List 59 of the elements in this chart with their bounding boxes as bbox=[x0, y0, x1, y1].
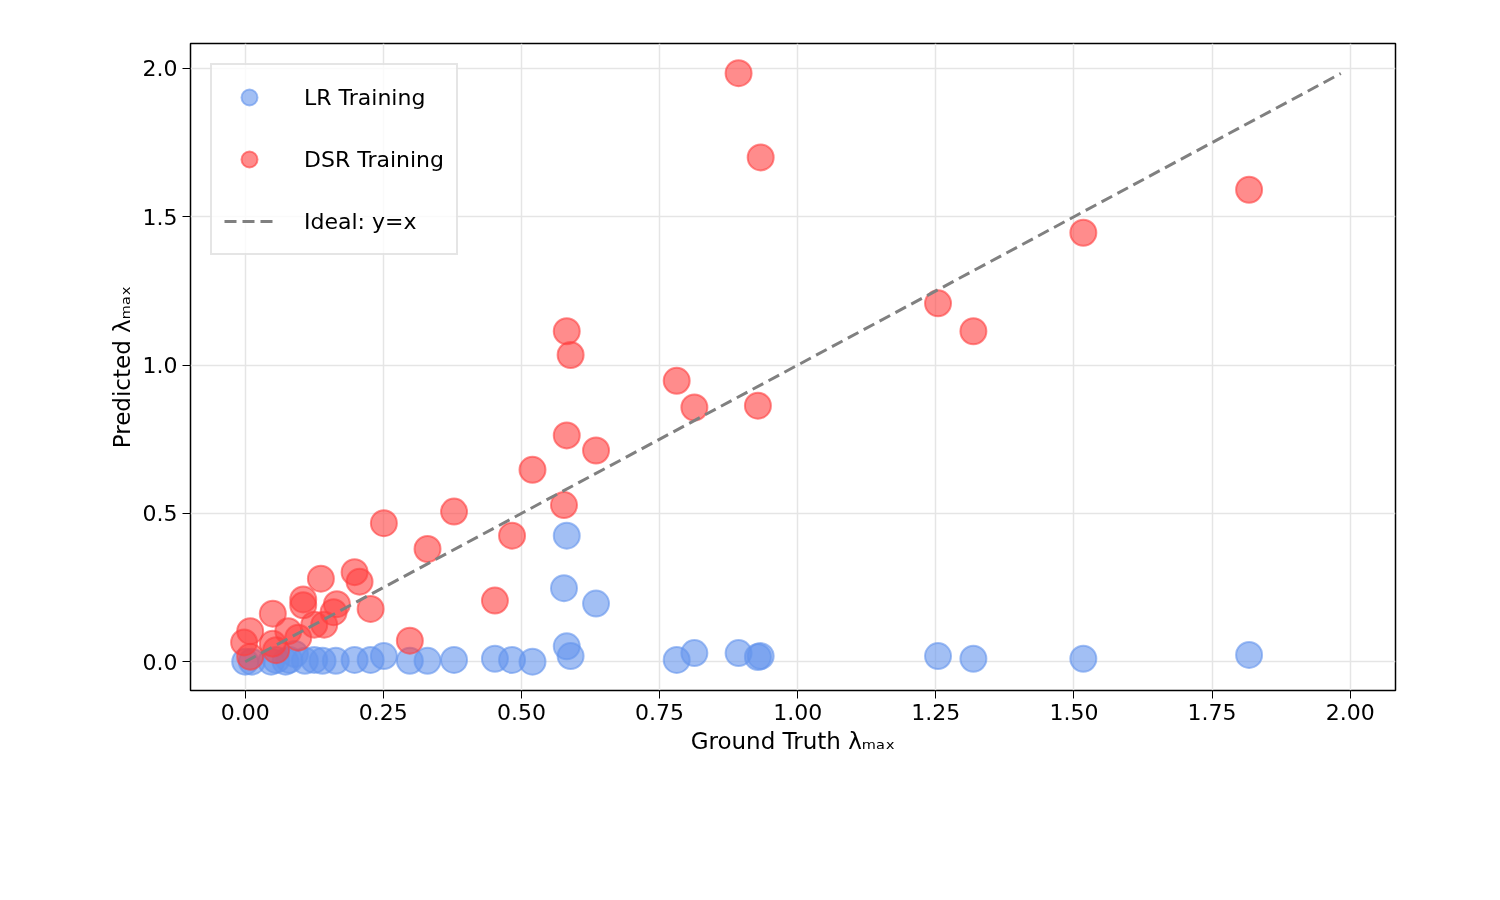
point bbox=[959, 317, 988, 346]
point bbox=[549, 491, 578, 520]
point bbox=[724, 59, 753, 88]
point bbox=[680, 639, 709, 668]
x-tick-label: 0.25 bbox=[358, 699, 408, 725]
point bbox=[556, 341, 585, 369]
y-tick-label: 0.5 bbox=[142, 501, 178, 527]
point bbox=[236, 642, 265, 671]
point bbox=[395, 626, 424, 655]
point bbox=[345, 567, 374, 596]
legend-label: LR Training bbox=[304, 84, 426, 110]
point bbox=[356, 594, 385, 623]
y-tick-label: 2.0 bbox=[142, 56, 178, 82]
y-tick-label: 0.0 bbox=[142, 649, 178, 675]
point bbox=[300, 645, 329, 674]
point bbox=[480, 586, 509, 615]
point bbox=[556, 642, 585, 671]
point bbox=[552, 521, 581, 550]
point bbox=[518, 455, 547, 484]
y-tick-label: 1.0 bbox=[142, 353, 178, 379]
point bbox=[680, 393, 709, 422]
x-tick-label: 1.50 bbox=[1049, 699, 1099, 725]
point bbox=[549, 574, 578, 603]
point bbox=[552, 317, 581, 346]
x-tick-label: 0.00 bbox=[220, 699, 270, 725]
point bbox=[959, 644, 988, 673]
point bbox=[662, 366, 691, 395]
x-tick-label: 1.00 bbox=[773, 699, 823, 725]
point bbox=[1235, 175, 1264, 204]
point bbox=[258, 599, 287, 628]
point bbox=[440, 645, 469, 674]
point bbox=[1069, 218, 1098, 247]
point bbox=[743, 391, 772, 420]
legend-label: DSR Training bbox=[304, 146, 444, 172]
point bbox=[480, 644, 509, 673]
point bbox=[284, 623, 313, 652]
point bbox=[924, 642, 953, 671]
x-tick-label: 1.25 bbox=[911, 699, 961, 725]
y-tick-label: 1.5 bbox=[142, 204, 178, 230]
point bbox=[369, 509, 398, 538]
x-tick-label: 1.75 bbox=[1187, 699, 1237, 725]
point bbox=[413, 535, 442, 563]
y-axis-title: Predicted λₘₐₓ bbox=[108, 285, 135, 449]
x-tick-label: 0.75 bbox=[635, 699, 685, 725]
point bbox=[746, 143, 775, 172]
x-tick-label: 0.50 bbox=[496, 699, 546, 725]
point bbox=[306, 564, 335, 593]
point bbox=[440, 497, 469, 526]
point bbox=[498, 521, 527, 550]
point bbox=[1235, 640, 1264, 669]
point bbox=[582, 589, 611, 618]
point bbox=[924, 289, 953, 318]
x-axis-title: Ground Truth λₘₐₓ bbox=[690, 727, 896, 754]
x-tick-label: 2.00 bbox=[1325, 699, 1375, 725]
point bbox=[552, 421, 581, 450]
point bbox=[582, 436, 611, 465]
point bbox=[1069, 644, 1098, 673]
point bbox=[289, 591, 318, 620]
legend-label: Ideal: y=x bbox=[304, 208, 417, 234]
